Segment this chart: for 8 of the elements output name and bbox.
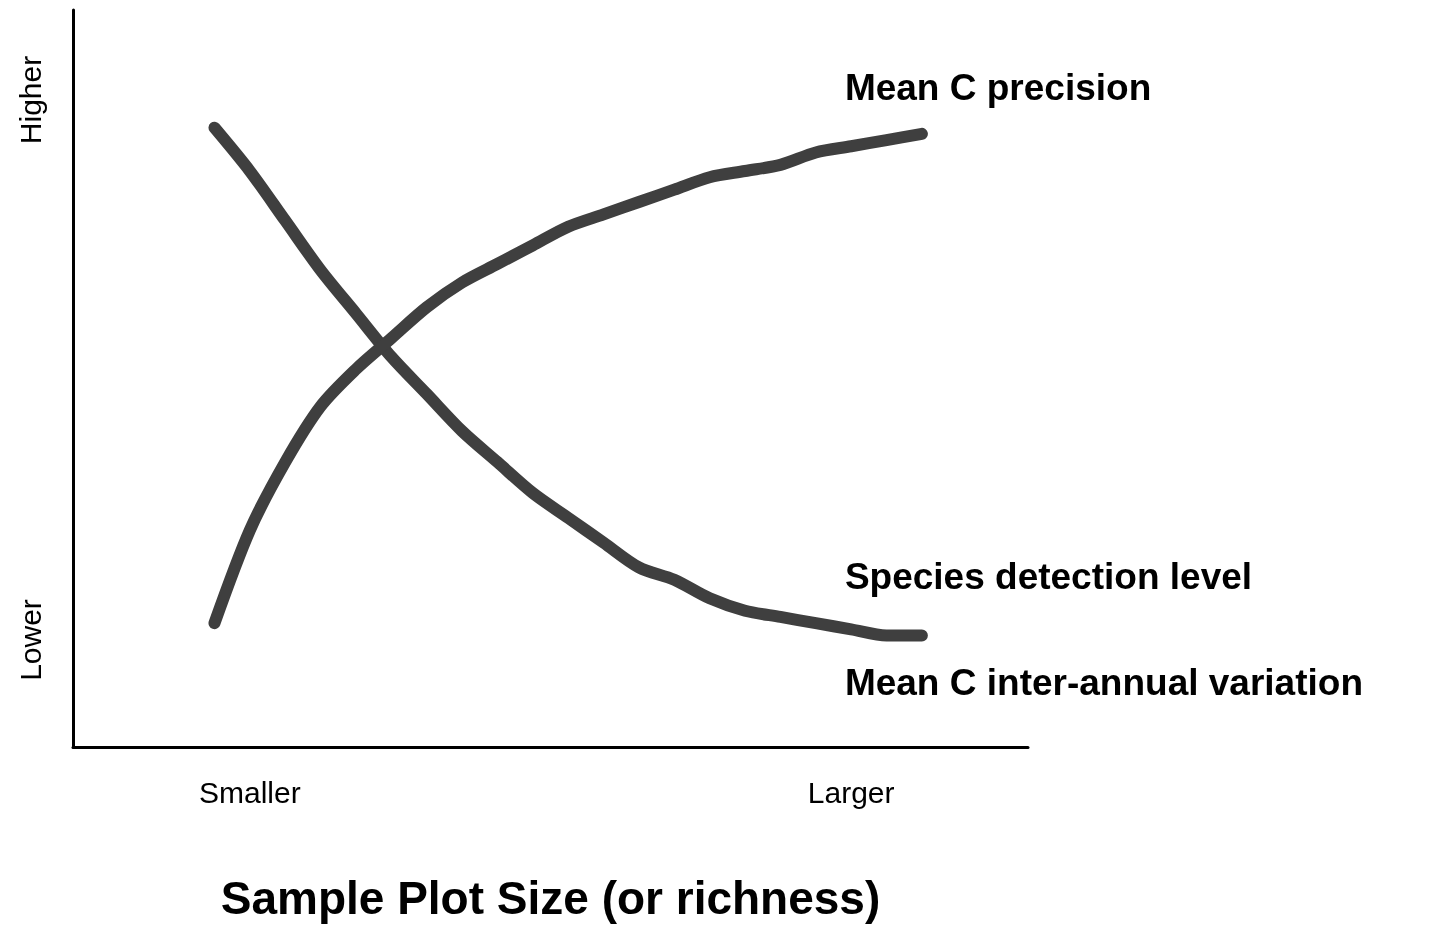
x-axis-title: Sample Plot Size (or richness) xyxy=(220,872,881,924)
text: Higher xyxy=(13,55,47,145)
x-tick-label: Larger xyxy=(807,775,895,809)
text: Lower xyxy=(13,599,47,681)
annotation: Mean C inter-annual variation xyxy=(844,662,1363,704)
text: Mean C precision xyxy=(844,67,1152,109)
annotation: Species detection level xyxy=(844,556,1253,598)
x-tick-label: Smaller xyxy=(199,775,301,809)
